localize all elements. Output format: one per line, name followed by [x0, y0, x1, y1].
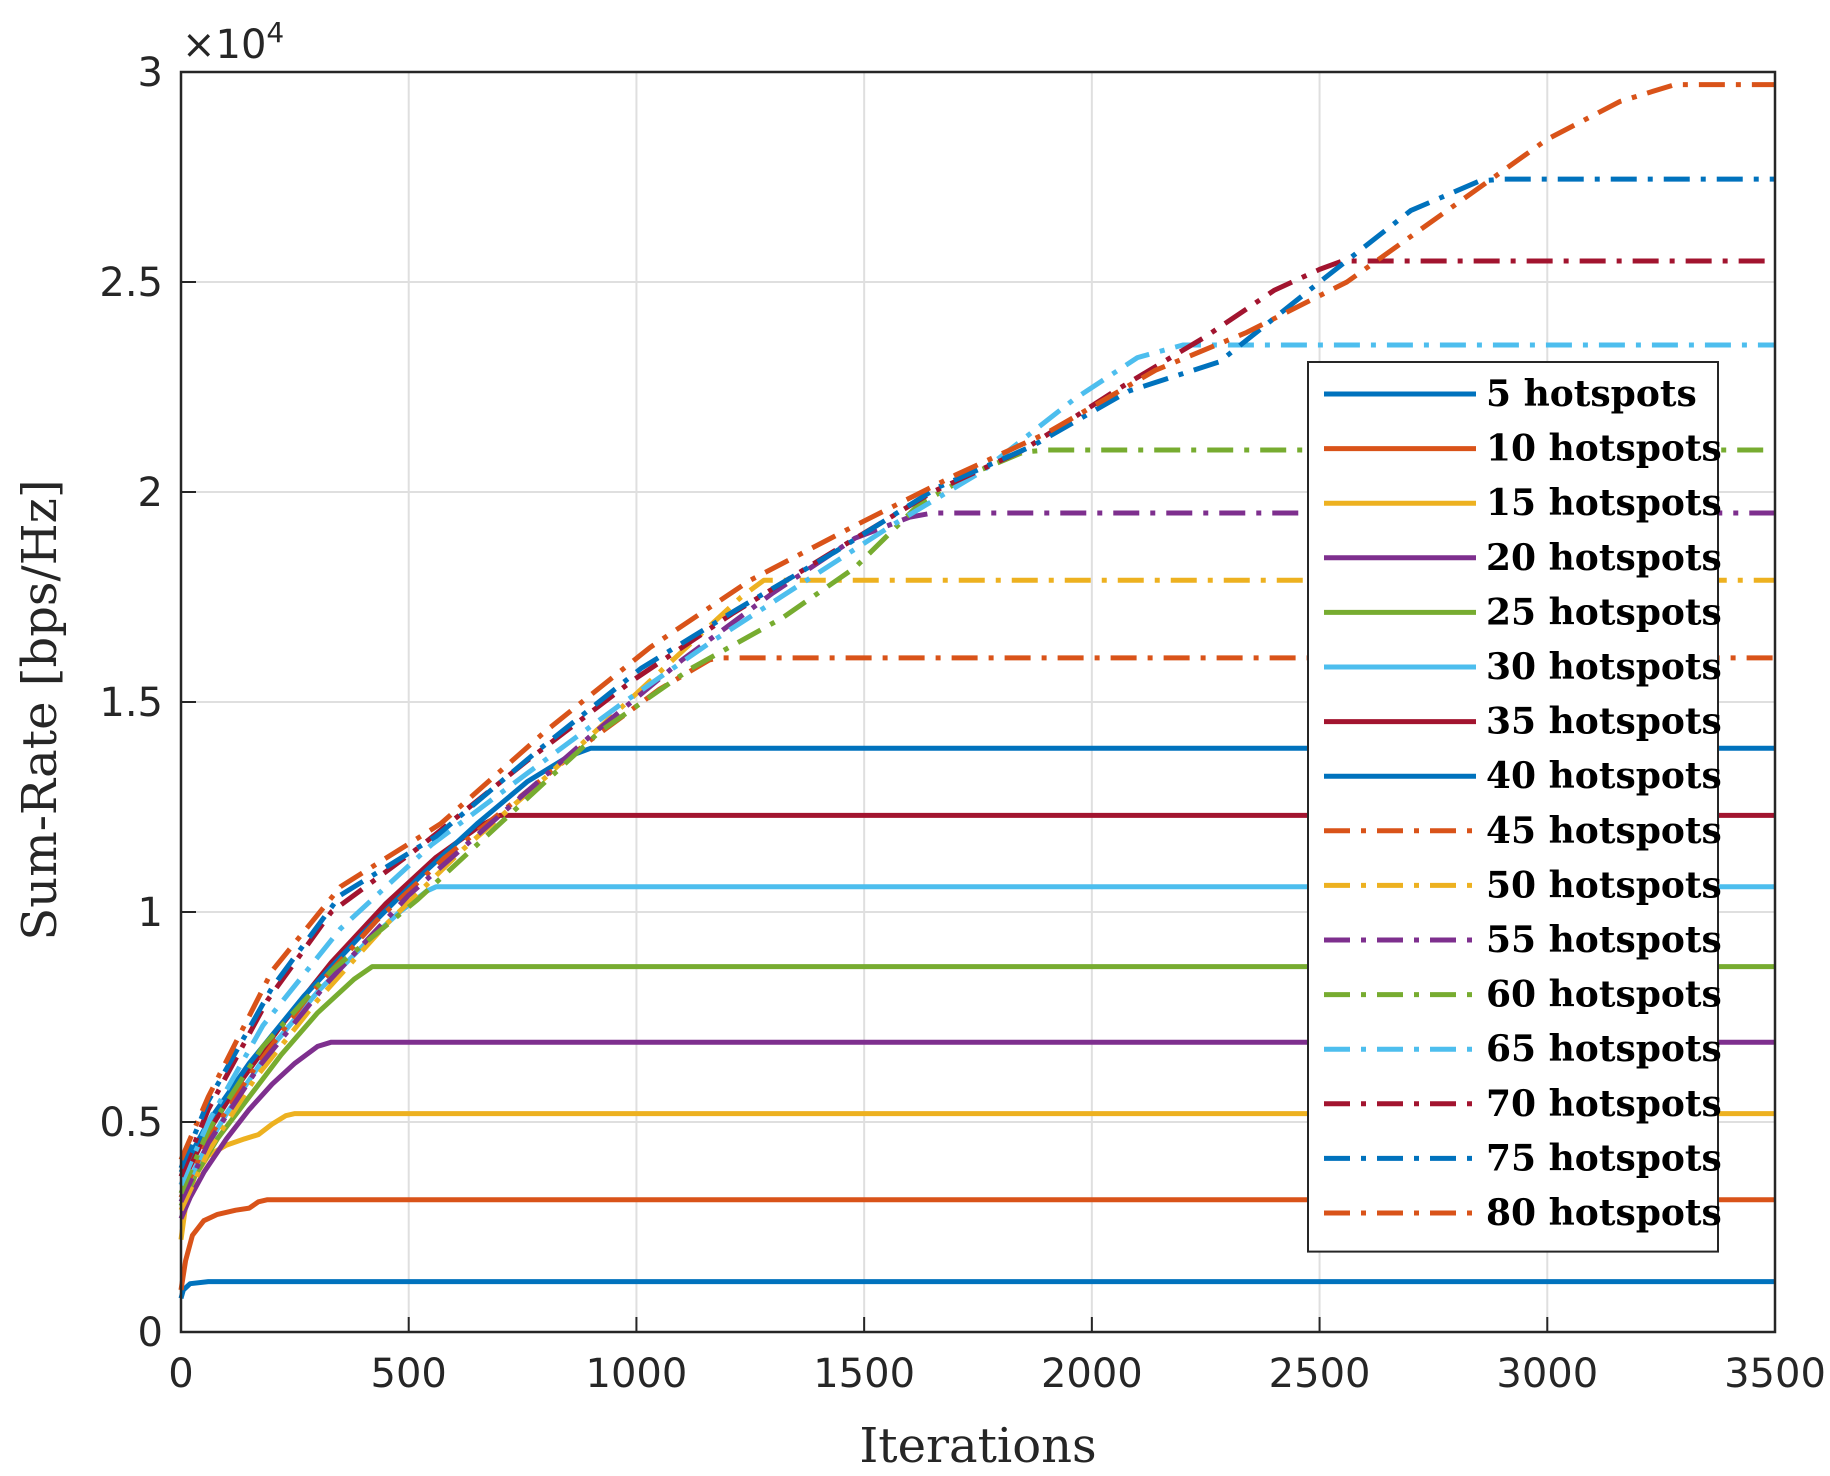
x-tick-label: 1500	[813, 1351, 915, 1397]
legend-label: 55 hotspots	[1486, 919, 1722, 961]
y-tick-label: 3	[138, 50, 163, 96]
legend-label: 40 hotspots	[1486, 755, 1722, 797]
legend-label: 45 hotspots	[1486, 810, 1722, 852]
legend-label: 30 hotspots	[1486, 646, 1722, 688]
legend-label: 10 hotspots	[1486, 428, 1722, 470]
legend-label: 75 hotspots	[1486, 1137, 1722, 1179]
series-line-5	[178, 964, 1775, 1208]
series-line-1	[178, 1279, 1775, 1300]
x-tick-label: 2500	[1269, 1351, 1371, 1397]
x-tick-label: 500	[371, 1351, 447, 1397]
x-tick-label: 0	[168, 1351, 193, 1397]
legend-label: 35 hotspots	[1486, 701, 1722, 743]
y-tick-labels: 0 0.5 1 1.5 2 2.5 3	[99, 50, 163, 1356]
y-tick-label: 0	[138, 1310, 163, 1356]
legend-label: 65 hotspots	[1486, 1028, 1722, 1070]
legend-label: 15 hotspots	[1486, 482, 1722, 524]
legend-label: 60 hotspots	[1486, 974, 1722, 1016]
series-lines	[178, 82, 1775, 1300]
legend-box	[1307, 361, 1719, 1253]
legend-label: 80 hotspots	[1486, 1192, 1722, 1234]
x-tick-label: 3500	[1724, 1351, 1826, 1397]
legend-label: 50 hotspots	[1486, 864, 1722, 906]
legend-label: 25 hotspots	[1486, 591, 1722, 633]
series-line-16	[178, 82, 1775, 1161]
y-axis-title: Sum-Rate [bps/Hz]	[12, 479, 68, 940]
y-tick-label: 2	[138, 470, 163, 516]
x-tick-label: 3000	[1496, 1351, 1598, 1397]
legend-label: 20 hotspots	[1486, 537, 1722, 579]
y-tick-label: 0.5	[99, 1100, 163, 1146]
legend-label: 5 hotspots	[1486, 373, 1697, 415]
series-line-10	[178, 577, 1775, 1212]
series-line-2	[178, 1197, 1775, 1291]
legend: 5 hotspots 10 hotspots 15 hotspots 20 hotsp…	[1307, 361, 1722, 1253]
x-tick-label: 2000	[1041, 1351, 1143, 1397]
y-exponent-label: ×104	[182, 16, 284, 68]
series-line-13	[178, 342, 1775, 1186]
y-tick-label: 1	[138, 890, 163, 936]
y-tick-label: 1.5	[99, 680, 163, 726]
y-tick-label: 2.5	[99, 260, 163, 306]
legend-label: 70 hotspots	[1486, 1083, 1722, 1125]
x-tick-labels: 0 500 1000 1500 2000 2500 3000 3500	[168, 1351, 1826, 1397]
series-line-4	[178, 1039, 1775, 1220]
x-tick-label: 1000	[586, 1351, 688, 1397]
x-axis-title: Iterations	[859, 1418, 1096, 1474]
axis-ticks	[180, 71, 1776, 1333]
series-line-15	[178, 176, 1775, 1170]
